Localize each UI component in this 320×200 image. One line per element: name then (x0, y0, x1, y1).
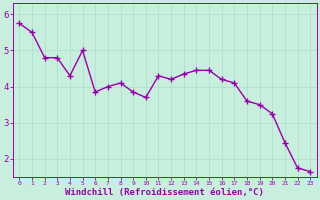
X-axis label: Windchill (Refroidissement éolien,°C): Windchill (Refroidissement éolien,°C) (65, 188, 264, 197)
